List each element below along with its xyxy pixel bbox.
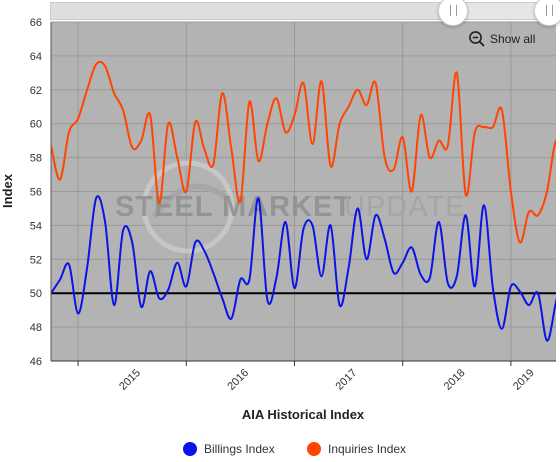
- show-all-button[interactable]: Show all: [468, 29, 535, 49]
- watermark-text: UPDATE: [344, 191, 465, 223]
- y-tick-label: 62: [30, 85, 42, 97]
- x-tick-label: 2018: [442, 367, 468, 393]
- y-tick-label: 52: [30, 254, 42, 266]
- y-tick-label: 64: [30, 51, 42, 63]
- y-tick-label: 54: [30, 220, 42, 232]
- x-tick-label: 2015: [117, 367, 143, 393]
- range-navigator[interactable]: [50, 2, 556, 20]
- navigator-right-handle[interactable]: [534, 0, 560, 26]
- series-layer: [51, 60, 556, 342]
- legend-swatch: [307, 442, 321, 456]
- watermark-logo: [141, 160, 235, 254]
- legend-swatch: [183, 442, 197, 456]
- legend-label: Billings Index: [204, 442, 275, 456]
- y-tick-label: 56: [30, 187, 42, 199]
- inquiries-index-line: [51, 60, 556, 244]
- y-tick-label: 66: [30, 17, 42, 29]
- navigator-outside-range: [51, 3, 447, 19]
- y-tick-label: 50: [30, 288, 42, 300]
- y-tick-label: 48: [30, 322, 42, 334]
- zoom-out-icon: [469, 31, 485, 47]
- x-tick-label: 2016: [225, 367, 251, 393]
- y-tick-label: 46: [30, 356, 42, 368]
- x-axis-title: AIA Historical Index: [242, 407, 365, 422]
- y-tick-label: 60: [30, 119, 42, 131]
- watermark-text: STEEL MARKET: [115, 191, 352, 223]
- legend-item-billings[interactable]: Billings Index: [183, 442, 275, 456]
- legend-item-inquiries[interactable]: Inquiries Index: [307, 442, 406, 456]
- show-all-label: Show all: [490, 32, 536, 46]
- y-axis-title: Index: [0, 173, 15, 208]
- navigator-left-handle[interactable]: [438, 0, 468, 26]
- y-tick-label: 58: [30, 153, 42, 165]
- legend-label: Inquiries Index: [328, 442, 407, 456]
- x-tick-label: 2017: [334, 367, 360, 393]
- billings-index-line: [51, 195, 556, 342]
- x-tick-label: 2019: [511, 367, 537, 393]
- watermark-swoosh: [151, 183, 230, 219]
